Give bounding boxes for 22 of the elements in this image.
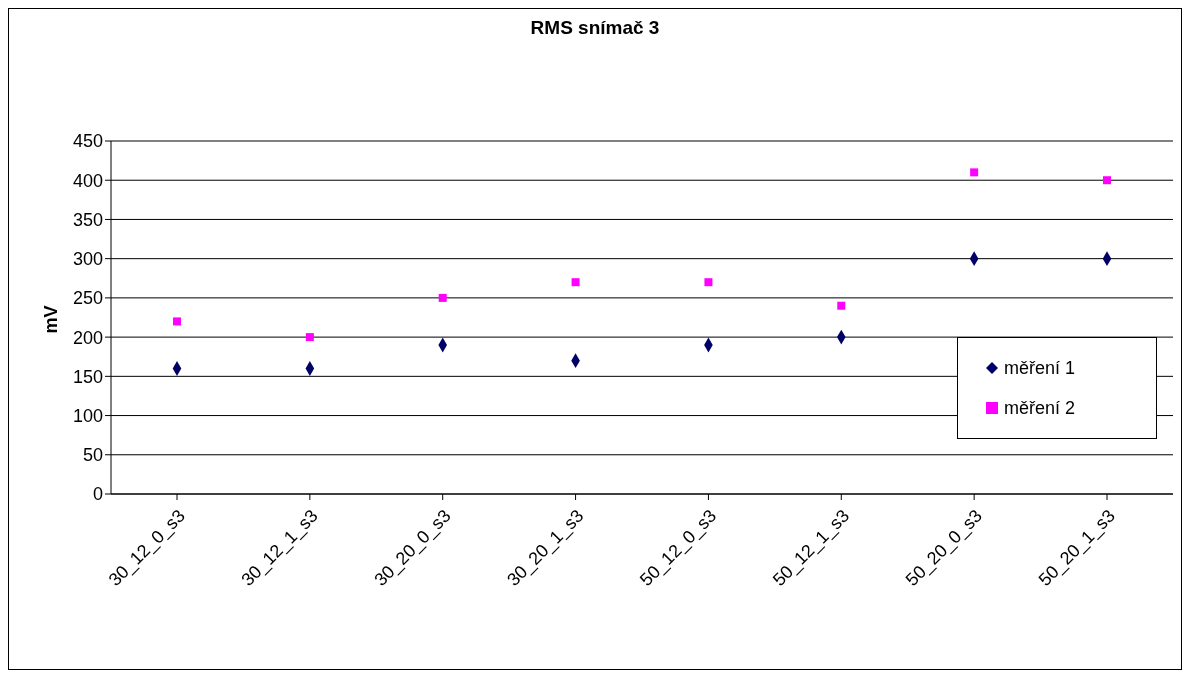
- point: [704, 278, 713, 287]
- y-tick-label: 200: [72, 327, 103, 348]
- chart-title: RMS snímač 3: [529, 17, 661, 39]
- point: [1103, 176, 1111, 185]
- y-tick-label: 300: [72, 249, 103, 270]
- legend-label: měření 2: [1004, 397, 1076, 420]
- point: [571, 278, 580, 287]
- y-axis-title: mV: [41, 305, 62, 334]
- y-tick-label: 350: [72, 209, 103, 230]
- point: [438, 293, 447, 302]
- point: [305, 333, 314, 342]
- point: [970, 168, 979, 177]
- point: [837, 301, 846, 310]
- y-tick-label: 250: [72, 288, 103, 309]
- y-tick-label: 100: [72, 405, 103, 426]
- point: [173, 317, 181, 326]
- y-tick-label: 450: [72, 131, 103, 152]
- y-tick-label: 400: [72, 170, 103, 191]
- y-tick-label: 150: [72, 366, 103, 387]
- y-tick-label: 0: [92, 484, 103, 505]
- legend-label: měření 1: [1004, 357, 1076, 380]
- y-tick-label: 50: [82, 445, 103, 466]
